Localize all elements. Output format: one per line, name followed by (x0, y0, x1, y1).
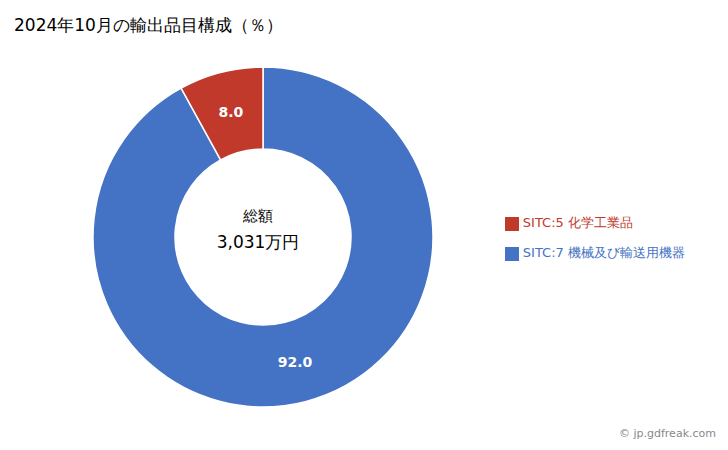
html-text:2024年10月の輸出品目構成（％）: 2024年10月の輸出品目構成（％） (14, 15, 283, 35)
html-text:SITC:7 機械及び輸送用機器: SITC:7 機械及び輸送用機器 (522, 245, 685, 260)
html-text:3,031万円: 3,031万円 (216, 232, 300, 252)
svg-text:92.0: 92.0 (278, 354, 313, 370)
html-text:総額: 総額 (243, 207, 273, 225)
svg-text:8.0: 8.0 (219, 104, 244, 120)
html-text:SITC:5 化学工業品: SITC:5 化学工業品 (522, 215, 633, 230)
html-text:© jp.gdfreak.com: © jp.gdfreak.com (619, 427, 716, 440)
